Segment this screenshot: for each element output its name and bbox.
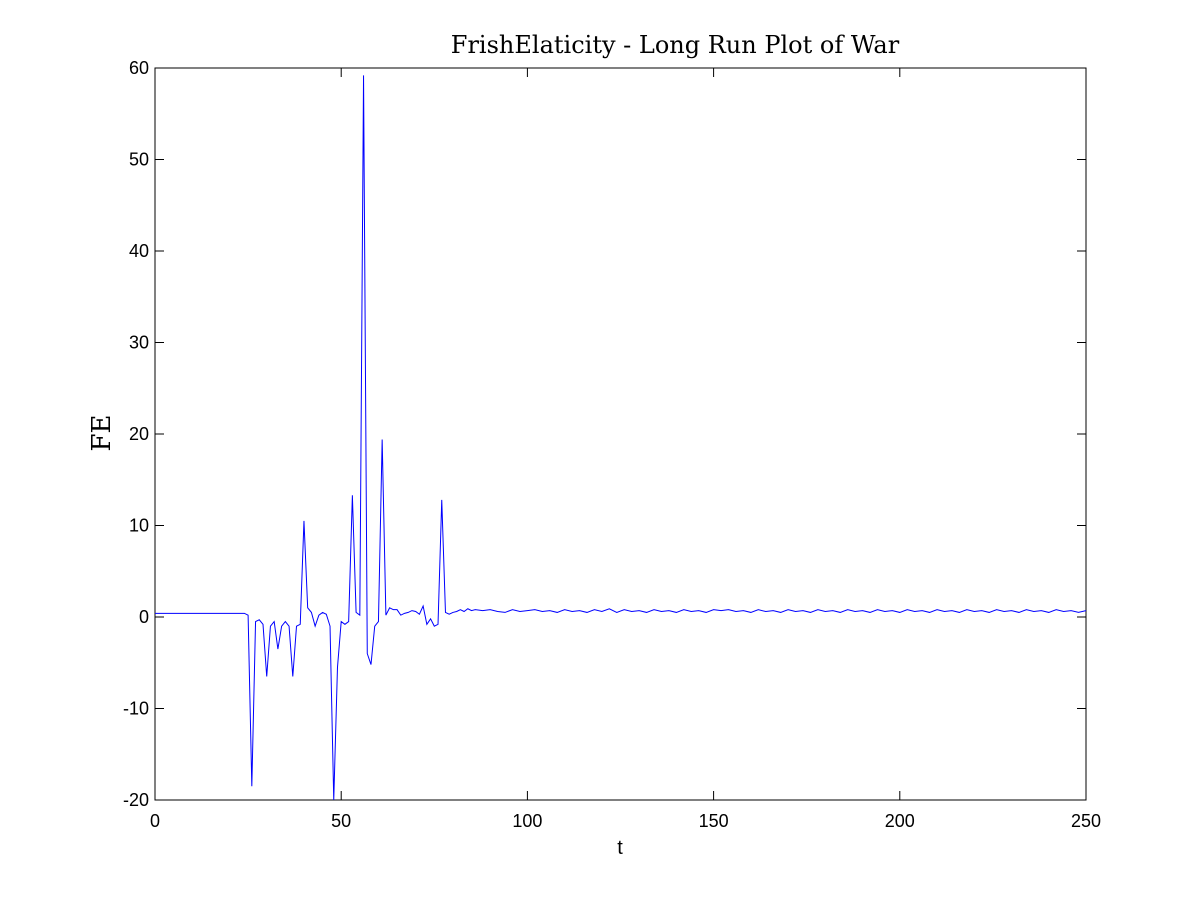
y-tick-label: 40	[129, 241, 149, 261]
chart-title: FrishElaticity - Long Run Plot of War	[451, 31, 900, 59]
y-tick-label: -20	[123, 790, 149, 810]
y-tick-label: -10	[123, 699, 149, 719]
y-tick-label: 10	[129, 516, 149, 536]
x-tick-label: 100	[512, 811, 542, 831]
x-tick-label: 50	[331, 811, 351, 831]
y-tick-label: 0	[139, 607, 149, 627]
x-axis-label: t	[617, 837, 623, 859]
axis-ticks: 0 50 100 150 200 250 -20 -10 0 10 20 30 40 50 60	[123, 58, 1101, 831]
y-tick-label: 20	[129, 424, 149, 444]
series-line	[155, 75, 1087, 801]
y-tick-label: 60	[129, 58, 149, 78]
x-tick-label: 0	[150, 811, 160, 831]
x-tick-label: 200	[885, 811, 915, 831]
y-tick-label: 30	[129, 333, 149, 353]
y-axis-label: FE	[87, 414, 117, 451]
x-tick-label: 150	[699, 811, 729, 831]
x-tick-label: 250	[1071, 811, 1101, 831]
plot-frame	[154, 67, 1087, 801]
y-tick-label: 50	[129, 150, 149, 170]
